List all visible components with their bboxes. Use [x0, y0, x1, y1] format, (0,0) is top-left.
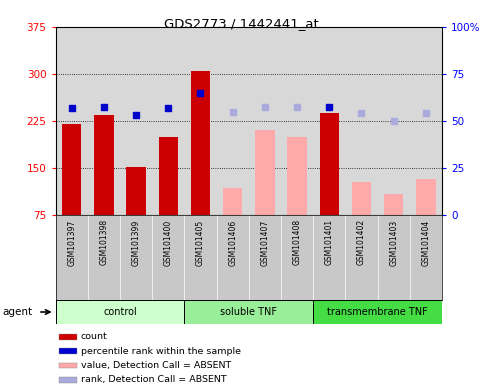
Bar	[223, 188, 242, 215]
Bar	[287, 137, 307, 215]
Text: GSM101399: GSM101399	[131, 219, 141, 265]
Text: control: control	[103, 307, 137, 317]
Text: rank, Detection Call = ABSENT: rank, Detection Call = ABSENT	[81, 376, 227, 384]
Text: percentile rank within the sample: percentile rank within the sample	[81, 347, 241, 356]
Bar	[191, 71, 210, 215]
Text: GSM101408: GSM101408	[293, 219, 301, 265]
Bar	[127, 167, 146, 215]
Bar	[158, 137, 178, 215]
Bar	[416, 179, 436, 215]
Text: GDS2773 / 1442441_at: GDS2773 / 1442441_at	[164, 17, 319, 30]
Bar	[352, 182, 371, 215]
Bar	[320, 113, 339, 215]
Text: agent: agent	[2, 307, 32, 317]
Bar	[59, 362, 77, 369]
Bar	[313, 300, 442, 324]
Text: soluble TNF: soluble TNF	[220, 307, 277, 317]
Bar	[62, 124, 81, 215]
Text: GSM101404: GSM101404	[421, 219, 430, 265]
Text: count: count	[81, 332, 107, 341]
Text: GSM101397: GSM101397	[67, 219, 76, 265]
Text: GSM101406: GSM101406	[228, 219, 237, 265]
Bar	[185, 300, 313, 324]
Bar	[255, 131, 274, 215]
Text: GSM101398: GSM101398	[99, 219, 108, 265]
Text: GSM101403: GSM101403	[389, 219, 398, 265]
Text: value, Detection Call = ABSENT: value, Detection Call = ABSENT	[81, 361, 231, 370]
Text: GSM101407: GSM101407	[260, 219, 270, 265]
Bar	[59, 377, 77, 383]
Text: GSM101405: GSM101405	[196, 219, 205, 265]
Bar	[94, 115, 114, 215]
Bar	[56, 300, 185, 324]
Bar	[384, 194, 403, 215]
Bar	[59, 334, 77, 340]
Text: transmembrane TNF: transmembrane TNF	[327, 307, 428, 317]
Text: GSM101400: GSM101400	[164, 219, 173, 265]
Text: GSM101402: GSM101402	[357, 219, 366, 265]
Bar	[59, 348, 77, 354]
Text: GSM101401: GSM101401	[325, 219, 334, 265]
